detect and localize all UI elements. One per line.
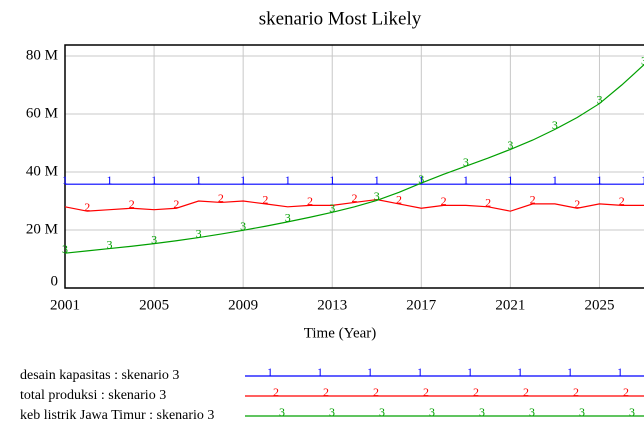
series-marker: 2 <box>218 191 224 205</box>
x-tick-label: 2017 <box>406 297 437 313</box>
series-marker: 3 <box>463 155 469 169</box>
legend-marker: 2 <box>473 385 479 399</box>
series-marker: 3 <box>552 118 558 132</box>
x-tick-label: 2005 <box>139 297 169 313</box>
chart-title: skenario Most Likely <box>259 8 422 29</box>
legend-marker: 1 <box>317 365 323 379</box>
series-marker: 3 <box>507 138 513 152</box>
x-tick-label: 2025 <box>584 297 614 313</box>
series-marker: 1 <box>151 173 157 187</box>
x-axis-label: Time (Year) <box>304 325 377 341</box>
series-marker: 2 <box>574 197 580 211</box>
series-marker: 2 <box>530 193 536 207</box>
series-marker: 2 <box>352 191 358 205</box>
series-marker: 2 <box>84 200 90 214</box>
series-marker: 2 <box>485 196 491 210</box>
legend-marker: 2 <box>623 385 629 399</box>
series-marker: 2 <box>619 194 625 208</box>
x-tick-label: 2001 <box>50 297 80 313</box>
legend-marker: 1 <box>567 365 573 379</box>
legend-marker: 1 <box>367 365 373 379</box>
series-marker: 1 <box>463 173 469 187</box>
series-marker: 3 <box>374 189 380 203</box>
x-tick-label: 2021 <box>495 297 525 313</box>
legend-marker: 3 <box>429 405 435 419</box>
y-tick-label: 0 <box>51 273 59 289</box>
legend-marker: 1 <box>267 365 273 379</box>
legend-marker: 1 <box>467 365 473 379</box>
legend-label: total produksi : skenario 3 <box>20 388 166 403</box>
legend-label: keb listrik Jawa Timur : skenario 3 <box>20 408 214 423</box>
series-marker: 3 <box>151 232 157 246</box>
legend-marker: 3 <box>329 405 335 419</box>
series-marker: 2 <box>173 197 179 211</box>
series-marker: 3 <box>107 237 113 251</box>
x-tick-label: 2009 <box>228 297 258 313</box>
legend-marker: 2 <box>273 385 279 399</box>
chart: skenario Most Likely Time (Year) 0 20 M 40… <box>0 0 644 432</box>
legend-marker: 3 <box>279 405 285 419</box>
legend-marker: 2 <box>373 385 379 399</box>
y-tick-label: 40 M <box>26 163 58 179</box>
series-marker: 3 <box>418 172 424 186</box>
legend-marker: 1 <box>417 365 423 379</box>
series-marker: 1 <box>62 173 68 187</box>
series-marker: 3 <box>240 219 246 233</box>
series-marker: 2 <box>396 193 402 207</box>
y-tick-label: 80 M <box>26 47 58 63</box>
series-marker: 1 <box>240 173 246 187</box>
series-marker: 2 <box>307 194 313 208</box>
series-marker: 1 <box>285 173 291 187</box>
legend-marker: 2 <box>423 385 429 399</box>
legend-label: desain kapasitas : skenario 3 <box>20 368 179 383</box>
series-marker: 1 <box>196 173 202 187</box>
legend-marker: 2 <box>573 385 579 399</box>
legend-marker: 2 <box>523 385 529 399</box>
legend-marker: 3 <box>579 405 585 419</box>
legend-marker: 2 <box>323 385 329 399</box>
series-marker: 3 <box>596 92 602 106</box>
series-marker: 1 <box>507 173 513 187</box>
series-marker: 2 <box>262 193 268 207</box>
series-marker: 3 <box>196 226 202 240</box>
legend-marker: 3 <box>529 405 535 419</box>
series-marker: 1 <box>374 173 380 187</box>
series-marker: 1 <box>329 173 335 187</box>
y-tick-label: 20 M <box>26 221 58 237</box>
series-marker: 1 <box>552 173 558 187</box>
series-marker: 1 <box>107 173 113 187</box>
legend-marker: 1 <box>517 365 523 379</box>
series-marker: 2 <box>129 197 135 211</box>
legend-marker: 3 <box>479 405 485 419</box>
x-tick-label: 2013 <box>317 297 347 313</box>
y-tick-label: 60 M <box>26 105 58 121</box>
legend-marker: 1 <box>617 365 623 379</box>
series-marker: 3 <box>329 201 335 215</box>
series-marker: 1 <box>596 173 602 187</box>
series-marker: 3 <box>62 242 68 256</box>
series-marker: 2 <box>441 194 447 208</box>
series-marker: 3 <box>285 211 291 225</box>
legend-marker: 3 <box>629 405 635 419</box>
legend-marker: 3 <box>379 405 385 419</box>
